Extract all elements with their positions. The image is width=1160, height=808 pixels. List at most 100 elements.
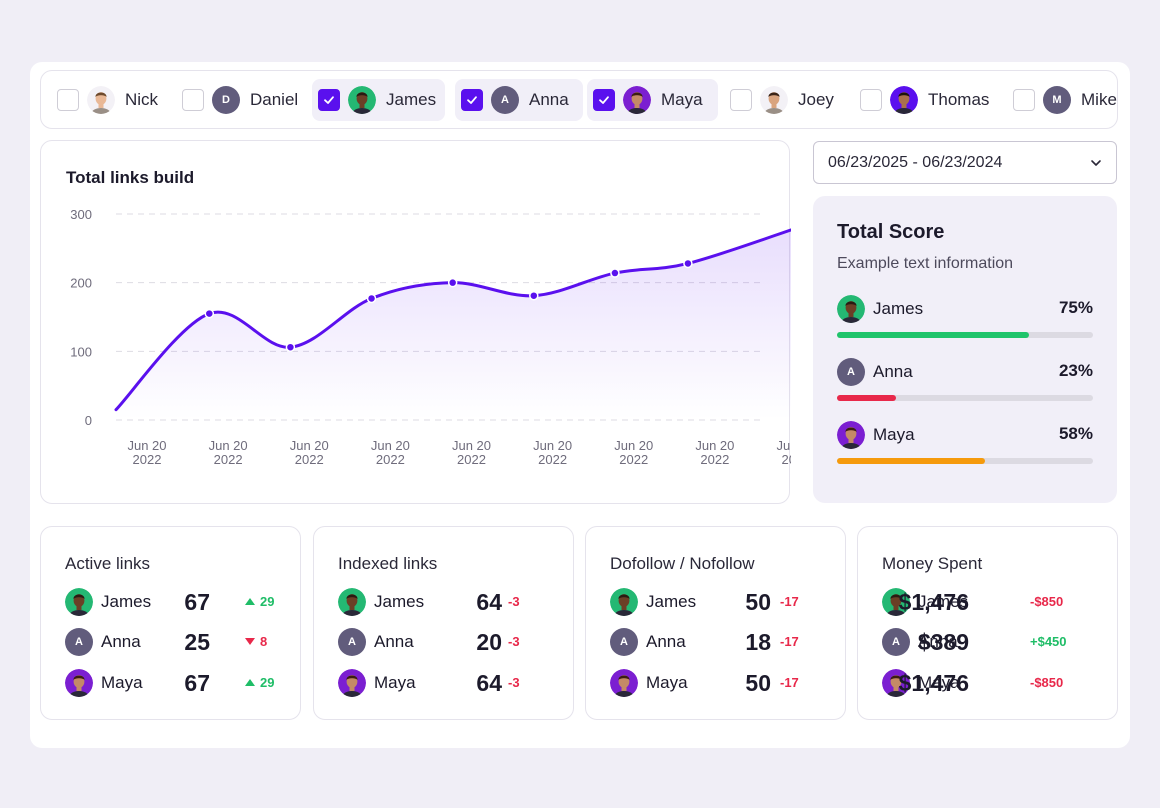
- avatar-photo-icon: [65, 669, 93, 697]
- user-filter-daniel[interactable]: D Daniel: [176, 79, 298, 121]
- date-range-select[interactable]: 06/23/2025 - 06/23/2024: [813, 141, 1117, 184]
- data-point[interactable]: [683, 258, 693, 269]
- user-filter-maya[interactable]: Maya: [587, 79, 718, 121]
- score-row: James 75%: [837, 295, 1093, 341]
- stat-card-title: Money Spent: [882, 554, 983, 573]
- data-point[interactable]: [610, 268, 620, 278]
- avatar-initial: A: [491, 86, 519, 114]
- avatar-photo-icon: [610, 669, 638, 697]
- x-tick-label: 2022: [376, 452, 405, 467]
- score-progress-fill: [837, 458, 986, 464]
- stat-user-name: James: [101, 592, 152, 611]
- x-tick-label: 2022: [214, 452, 243, 467]
- data-point[interactable]: [529, 290, 539, 301]
- user-filter-joey[interactable]: Joey: [724, 79, 834, 121]
- avatar-photo-icon: [65, 588, 93, 616]
- stat-row: A Anna $389 +$450: [882, 628, 1093, 656]
- user-checkbox[interactable]: [730, 89, 752, 111]
- x-tick-label: Jun 20: [533, 438, 572, 453]
- links-chart-card: Total links build 300 200 100 0 Jun 20 2022 Ju…: [40, 140, 791, 504]
- stat-delta: 29: [245, 594, 274, 609]
- x-tick-label: 2022: [538, 452, 567, 467]
- avatar-initial: A: [837, 358, 865, 386]
- avatar-photo-icon: [338, 588, 366, 616]
- stat-card-title: Active links: [65, 554, 151, 573]
- stat-value: 20: [476, 629, 502, 655]
- avatar-photo-icon: [882, 588, 910, 616]
- stat-row: Maya 50 -17: [610, 669, 821, 697]
- y-tick-label: 200: [70, 276, 92, 291]
- stat-user-name: Anna: [374, 632, 414, 651]
- chart-title: Total links build: [66, 168, 195, 187]
- user-checkbox[interactable]: [318, 89, 340, 111]
- user-checkbox[interactable]: [461, 89, 483, 111]
- score-row: A Anna 23%: [837, 358, 1093, 404]
- x-tick-label: 2022: [133, 452, 162, 467]
- stat-user-name: James: [646, 592, 697, 611]
- user-name-label: James: [386, 90, 437, 109]
- stat-row: James 50 -17: [610, 588, 821, 616]
- user-name-label: Nick: [125, 90, 159, 109]
- user-checkbox[interactable]: [860, 89, 882, 111]
- stat-row: Maya $1,476 -$850: [882, 669, 1093, 697]
- score-percent: 23%: [1058, 361, 1093, 380]
- stat-row: James 64 -3: [338, 588, 549, 616]
- avatar-initial: A: [610, 628, 638, 656]
- y-tick-label: 300: [70, 207, 92, 222]
- avatar-initial: D: [212, 86, 240, 114]
- stat-user-name: Maya: [374, 673, 416, 692]
- score-name: James: [873, 299, 924, 318]
- user-checkbox[interactable]: [1013, 89, 1035, 111]
- user-filter-nick[interactable]: Nick: [51, 79, 158, 121]
- user-filter-thomas[interactable]: Thomas: [854, 79, 989, 121]
- avatar-photo-icon: [837, 295, 865, 323]
- stat-user-name: Maya: [646, 673, 688, 692]
- stat-delta: -$850: [1030, 594, 1064, 609]
- avatar-photo-icon: [760, 86, 788, 114]
- user-checkbox[interactable]: [57, 89, 79, 111]
- x-tick-label: 2022: [295, 452, 324, 467]
- avatar-photo-icon: [882, 669, 910, 697]
- data-point[interactable]: [447, 277, 458, 288]
- x-tick-label: Jun 20: [614, 438, 653, 453]
- user-filter-mike[interactable]: M Mike: [1007, 79, 1117, 121]
- user-filter-james[interactable]: James: [312, 79, 445, 121]
- stat-row: A Anna 25 8: [65, 628, 276, 656]
- stat-user-name: Anna: [646, 632, 686, 651]
- stat-row: James $1,476 -$850: [882, 588, 1093, 616]
- stat-value: $1,476: [898, 589, 969, 615]
- user-name-label: Joey: [798, 90, 834, 109]
- stat-delta: +$450: [1030, 634, 1067, 649]
- stat-delta: -3: [508, 634, 520, 649]
- stat-value: 18: [745, 629, 771, 655]
- score-name: Maya: [873, 425, 915, 444]
- stat-value: 64: [476, 670, 502, 696]
- stat-value: 67: [184, 589, 210, 615]
- stat-value: 67: [184, 670, 210, 696]
- user-checkbox[interactable]: [182, 89, 204, 111]
- user-name-label: Thomas: [928, 90, 990, 109]
- data-point[interactable]: [285, 342, 296, 352]
- check-icon: [467, 96, 477, 104]
- user-filter-anna[interactable]: A Anna: [455, 79, 583, 121]
- score-percent: 58%: [1058, 424, 1093, 443]
- x-tick-label: 2022: [619, 452, 648, 467]
- stat-value: 50: [745, 670, 771, 696]
- avatar-initial: A: [882, 628, 910, 656]
- user-checkbox[interactable]: [593, 89, 615, 111]
- stat-delta: -3: [508, 594, 520, 609]
- stat-value: 50: [745, 589, 771, 615]
- data-point[interactable]: [204, 308, 215, 319]
- stat-user-name: Anna: [101, 632, 141, 651]
- avatar-photo-icon: [610, 588, 638, 616]
- stat-user-name: Maya: [918, 673, 960, 692]
- arrow-up-icon: [245, 679, 255, 686]
- user-name-label: Daniel: [250, 90, 299, 109]
- avatar-photo-icon: [348, 86, 376, 114]
- stat-delta: 8: [245, 634, 267, 649]
- score-title: Total Score: [837, 221, 945, 243]
- stat-value: $1,476: [898, 670, 969, 696]
- data-point[interactable]: [366, 293, 377, 304]
- x-tick-label: Jun 20: [290, 438, 329, 453]
